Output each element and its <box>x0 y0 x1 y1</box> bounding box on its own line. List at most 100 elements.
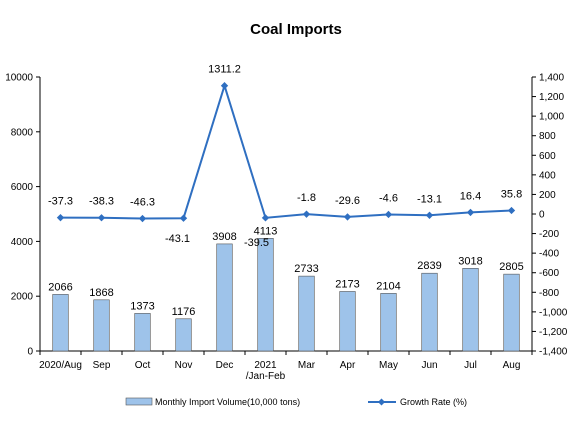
growth-rate-point <box>384 210 393 219</box>
growth-rate-label: -37.3 <box>48 196 73 208</box>
bar-value-label: 1868 <box>89 287 113 299</box>
bar <box>93 299 110 352</box>
x-axis-tick-label-line: Oct <box>135 360 151 371</box>
x-axis-tick-label: Dec <box>216 360 234 371</box>
right-axis-tick-label: 1,400 <box>539 73 564 84</box>
right-axis-tick-label: -800 <box>539 288 559 299</box>
growth-rate-point <box>343 213 352 221</box>
bar <box>462 268 479 352</box>
x-axis-tick-label-line: 2021 <box>254 360 277 371</box>
bar-value-label: 2104 <box>376 280 400 292</box>
right-axis-tick-label: -600 <box>539 268 559 279</box>
legend: Monthly Import Volume(10,000 tons) Growt… <box>125 397 467 407</box>
growth-rate-point <box>56 213 65 222</box>
growth-rate-point <box>179 214 188 222</box>
growth-line <box>56 82 516 223</box>
x-axis-tick-label: Jul <box>464 360 477 371</box>
x-axis-tick-label: May <box>379 360 398 371</box>
bar-value-label: 2066 <box>48 281 72 293</box>
legend-bar-label: Monthly Import Volume(10,000 tons) <box>155 397 300 407</box>
bar-value-label: 3018 <box>458 255 482 267</box>
right-axis-tick-label: 800 <box>539 131 556 142</box>
x-axis-tick-label: Nov <box>175 360 193 371</box>
x-axis-tick-label-line: /Jan-Feb <box>246 371 286 382</box>
x-axis-tick-label: Mar <box>298 360 316 371</box>
bar-value-label: 2839 <box>417 260 441 272</box>
bar <box>298 275 315 352</box>
growth-rate-label: -1.8 <box>297 192 316 204</box>
right-axis-tick-label: -200 <box>539 229 559 240</box>
x-axis-tick-label: Sep <box>93 360 111 371</box>
growth-rate-label: 35.8 <box>501 188 522 200</box>
right-axis-tick-label: 600 <box>539 151 556 162</box>
x-axis-tick-label-line: Mar <box>298 360 316 371</box>
bars <box>52 238 520 352</box>
bar-value-label: 4113 <box>254 225 278 237</box>
bar <box>52 294 69 352</box>
right-axis-tick-label: 1,200 <box>539 92 564 103</box>
right-axis-tick-label: 200 <box>539 190 556 201</box>
growth-rate-point <box>138 214 147 223</box>
axes: 0200040006000800010000-1,400-1,200-1,000… <box>5 73 568 383</box>
legend-line-marker <box>377 398 386 406</box>
x-axis-tick-label: Oct <box>135 360 151 371</box>
growth-rate-label: 1311.2 <box>208 64 241 76</box>
bar-value-label: 2805 <box>499 261 523 273</box>
left-axis-tick-label: 6000 <box>11 182 34 193</box>
x-axis-tick-label: Jun <box>421 360 437 371</box>
growth-rate-label: -13.1 <box>417 193 442 205</box>
chart-title: Coal Imports <box>250 21 342 38</box>
bar <box>421 272 438 352</box>
x-axis-tick-label-line: Apr <box>340 360 356 371</box>
growth-rate-point <box>261 214 270 222</box>
left-axis-tick-label: 10000 <box>5 73 33 84</box>
bar <box>216 243 233 352</box>
left-axis-tick-label: 4000 <box>11 237 34 248</box>
bar-value-label: 2733 <box>294 263 318 275</box>
x-axis-tick-label-line: Jul <box>464 360 477 371</box>
x-axis-tick-label: Apr <box>340 360 356 371</box>
x-axis-tick-label-line: 2020/Aug <box>39 360 82 371</box>
data-labels: 2066 1868 1373 1176 3908 4113 2733 2173 2104 2839… <box>48 64 524 318</box>
right-axis-tick-label: 400 <box>539 170 556 181</box>
legend-bar-swatch <box>125 397 153 406</box>
x-axis-tick-label: Aug <box>503 360 521 371</box>
bar-value-label: 3908 <box>212 231 236 243</box>
growth-rate-point <box>425 211 434 219</box>
x-axis-tick-label-line: May <box>379 360 398 371</box>
right-axis-tick-label: -1,400 <box>539 347 568 358</box>
bar-value-label: 1373 <box>130 300 154 312</box>
x-axis-tick-label: 2021/Jan-Feb <box>246 360 286 382</box>
right-axis-tick-label: 0 <box>539 210 545 221</box>
growth-rate-label: -29.6 <box>335 195 360 207</box>
right-axis-tick-label: -1,000 <box>539 307 568 318</box>
left-axis-tick-label: 0 <box>27 347 33 358</box>
left-axis-tick-label: 2000 <box>11 292 34 303</box>
legend-line-label: Growth Rate (%) <box>400 397 467 407</box>
growth-rate-label: -46.3 <box>130 197 155 209</box>
growth-rate-point <box>220 82 229 90</box>
left-axis-tick-label: 8000 <box>11 127 34 138</box>
right-axis-tick-label: -400 <box>539 249 559 260</box>
growth-rate-point <box>466 208 475 217</box>
bar <box>503 273 520 352</box>
growth-rate-label: -38.3 <box>89 196 114 208</box>
bar <box>339 291 356 352</box>
growth-rate-label: -4.6 <box>379 192 398 204</box>
bar-value-label: 2173 <box>335 278 359 290</box>
x-axis-tick-label-line: Dec <box>216 360 234 371</box>
x-axis-tick-label: 2020/Aug <box>39 360 82 371</box>
growth-rate-label: -43.1 <box>165 233 190 245</box>
growth-rate-point <box>302 210 311 218</box>
x-axis-tick-label-line: Nov <box>175 360 193 371</box>
growth-rate-point <box>97 214 106 222</box>
x-axis-tick-label-line: Jun <box>421 360 437 371</box>
bar <box>134 313 151 352</box>
bar <box>380 293 397 352</box>
x-axis-tick-label-line: Sep <box>93 360 111 371</box>
right-axis-tick-label: 1,000 <box>539 112 564 123</box>
bar <box>257 238 274 352</box>
bar-value-label: 1176 <box>172 306 196 318</box>
